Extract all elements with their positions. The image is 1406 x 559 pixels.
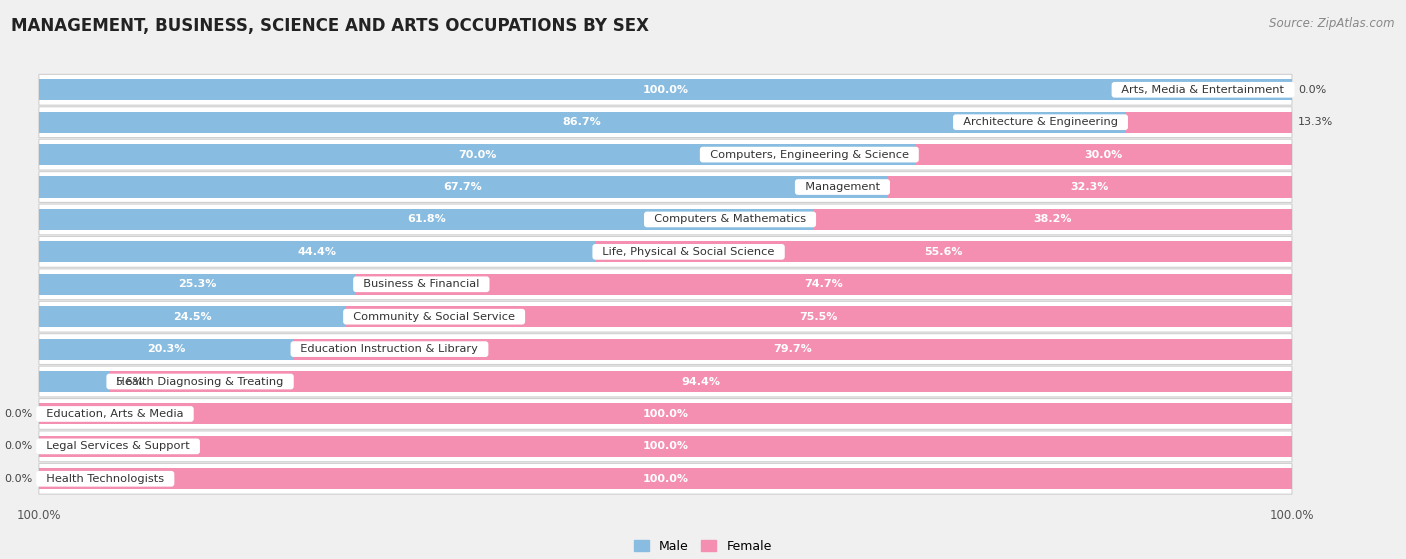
FancyBboxPatch shape — [39, 139, 1292, 170]
FancyBboxPatch shape — [39, 204, 1292, 235]
Text: Education, Arts & Media: Education, Arts & Media — [39, 409, 191, 419]
Text: Health Technologists: Health Technologists — [39, 474, 172, 484]
Text: 13.3%: 13.3% — [1298, 117, 1333, 127]
Text: 0.0%: 0.0% — [1298, 85, 1326, 95]
Bar — [39, 79, 1292, 100]
Text: 24.5%: 24.5% — [173, 312, 212, 321]
FancyBboxPatch shape — [39, 301, 1292, 332]
Text: Computers & Mathematics: Computers & Mathematics — [647, 215, 813, 225]
Bar — [39, 306, 346, 327]
Bar — [813, 209, 1292, 230]
Text: 75.5%: 75.5% — [800, 312, 838, 321]
Text: 25.3%: 25.3% — [179, 280, 217, 289]
Text: 61.8%: 61.8% — [406, 215, 446, 225]
Bar — [1125, 112, 1292, 132]
FancyBboxPatch shape — [39, 399, 1292, 429]
FancyBboxPatch shape — [39, 74, 1292, 105]
Text: 44.4%: 44.4% — [298, 247, 336, 257]
Text: 79.7%: 79.7% — [773, 344, 811, 354]
Bar — [39, 209, 813, 230]
Text: 100.0%: 100.0% — [643, 442, 689, 451]
Bar — [39, 177, 887, 197]
Text: 0.0%: 0.0% — [4, 442, 32, 451]
Text: 5.6%: 5.6% — [115, 377, 143, 386]
Text: Education Instruction & Library: Education Instruction & Library — [294, 344, 485, 354]
FancyBboxPatch shape — [39, 431, 1292, 462]
Bar — [915, 144, 1292, 165]
Text: Arts, Media & Entertainment: Arts, Media & Entertainment — [1115, 85, 1292, 95]
Text: Community & Social Service: Community & Social Service — [346, 312, 522, 321]
FancyBboxPatch shape — [39, 463, 1292, 494]
Bar — [39, 241, 595, 262]
Legend: Male, Female: Male, Female — [630, 535, 776, 558]
Text: 67.7%: 67.7% — [444, 182, 482, 192]
Bar — [595, 241, 1292, 262]
Text: 55.6%: 55.6% — [924, 247, 963, 257]
Text: Business & Financial: Business & Financial — [356, 280, 486, 289]
Text: 20.3%: 20.3% — [148, 344, 186, 354]
Text: 0.0%: 0.0% — [4, 409, 32, 419]
Bar — [39, 144, 915, 165]
Text: 0.0%: 0.0% — [4, 474, 32, 484]
Text: 94.4%: 94.4% — [681, 377, 720, 386]
Bar — [39, 112, 1125, 132]
Bar — [294, 339, 1292, 359]
Text: 86.7%: 86.7% — [562, 117, 602, 127]
Text: Architecture & Engineering: Architecture & Engineering — [956, 117, 1125, 127]
Text: Life, Physical & Social Science: Life, Physical & Social Science — [595, 247, 782, 257]
Text: 100.0%: 100.0% — [643, 409, 689, 419]
Bar — [39, 274, 356, 295]
Text: 32.3%: 32.3% — [1070, 182, 1108, 192]
Bar — [39, 468, 1292, 489]
FancyBboxPatch shape — [39, 107, 1292, 138]
Text: Source: ZipAtlas.com: Source: ZipAtlas.com — [1270, 17, 1395, 30]
FancyBboxPatch shape — [39, 269, 1292, 300]
Bar — [110, 371, 1292, 392]
Bar — [887, 177, 1292, 197]
Bar — [39, 436, 1292, 457]
Text: MANAGEMENT, BUSINESS, SCIENCE AND ARTS OCCUPATIONS BY SEX: MANAGEMENT, BUSINESS, SCIENCE AND ARTS O… — [11, 17, 650, 35]
FancyBboxPatch shape — [39, 236, 1292, 267]
FancyBboxPatch shape — [39, 172, 1292, 202]
Bar — [39, 404, 1292, 424]
Text: 100.0%: 100.0% — [643, 85, 689, 95]
Bar — [39, 371, 110, 392]
Bar — [346, 306, 1292, 327]
Bar — [356, 274, 1292, 295]
Text: 70.0%: 70.0% — [458, 150, 496, 160]
Text: Computers, Engineering & Science: Computers, Engineering & Science — [703, 150, 915, 160]
Text: 30.0%: 30.0% — [1084, 150, 1123, 160]
Text: 100.0%: 100.0% — [643, 474, 689, 484]
FancyBboxPatch shape — [39, 334, 1292, 364]
FancyBboxPatch shape — [39, 366, 1292, 397]
Bar — [39, 339, 294, 359]
Text: Legal Services & Support: Legal Services & Support — [39, 442, 197, 451]
Text: Health Diagnosing & Treating: Health Diagnosing & Treating — [110, 377, 291, 386]
Text: 38.2%: 38.2% — [1033, 215, 1071, 225]
Text: 74.7%: 74.7% — [804, 280, 844, 289]
Text: Management: Management — [797, 182, 887, 192]
